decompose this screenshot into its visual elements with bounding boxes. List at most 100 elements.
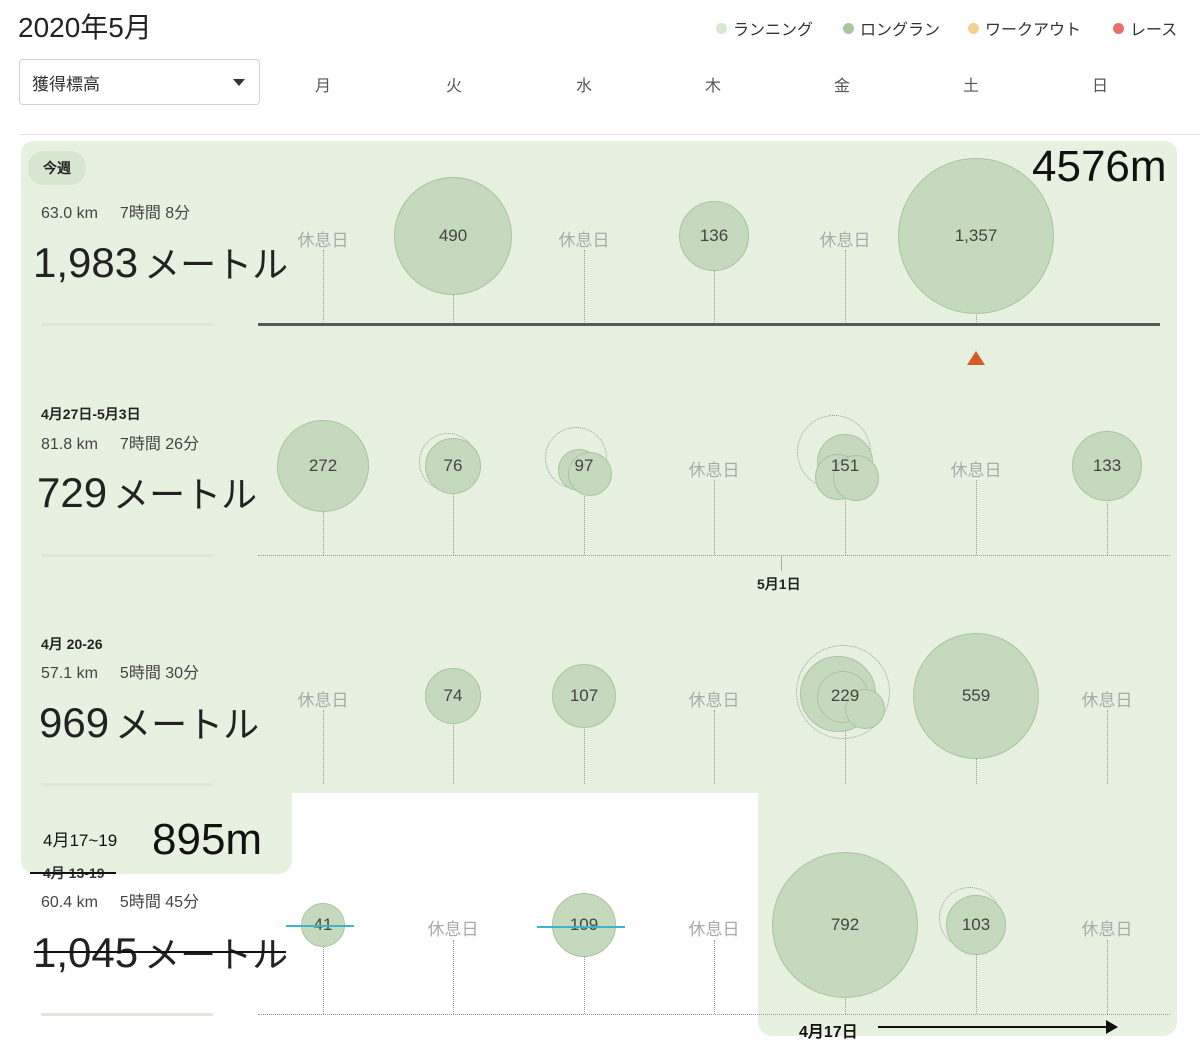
week-total-unit: メートル [144,934,289,975]
week-separator [41,554,213,557]
week-stats: 63.0 km 7時間 8分 [41,199,190,223]
legend-longrun: ロングラン [843,16,940,40]
day-guide [323,480,324,555]
day-guide [584,250,585,324]
activity-bubble[interactable] [1072,431,1142,501]
metric-select[interactable]: 獲得標高 [19,59,260,105]
legend-running: ランニング [716,16,813,40]
activity-value: 133 [1092,456,1122,475]
arrow-line [878,1026,1110,1028]
week-time: 7時間 26分 [119,436,200,453]
legend-dot-longrun [843,22,854,34]
this-week-chip: 今週 [28,151,86,185]
day-header-wed: 水 [575,78,592,95]
day-guide [1107,480,1108,555]
day-guide [845,710,846,784]
activity-value: 490 [438,226,468,245]
day-header-fri: 金 [833,78,850,95]
legend-race: レース [1113,16,1177,40]
week-total: 969 メートル [39,696,259,748]
week-total-value: 729 [37,469,108,516]
activity-bubble[interactable] [425,438,481,494]
rest-day-label: 休息日 [950,461,1002,480]
activity-value: 559 [961,686,991,705]
legend-label: ロングラン [860,22,941,39]
activity-bubble[interactable] [277,420,369,512]
legend-dot-running [716,22,727,34]
activity-bubble[interactable] [552,664,616,728]
day-guide [584,940,585,1014]
legend-label: ワークアウト [985,22,1082,39]
week-label: 4月27日-5月3日 [41,406,141,422]
day-guide [845,480,846,555]
activity-bubble[interactable] [845,689,885,729]
week-stats: 57.1 km 5時間 30分 [41,659,199,683]
week-distance: 63.0 km [41,205,98,222]
activity-bubble[interactable] [772,852,918,998]
legend-dot-workout [968,22,979,34]
week-time: 7時間 8分 [119,205,191,222]
activity-bubble[interactable] [913,633,1039,759]
day-guide [584,710,585,784]
today-baseline [258,323,1160,326]
highlight-region-partial [21,780,292,874]
week-total-unit: メートル [113,474,258,515]
activity-bubble[interactable] [568,452,612,496]
activity-value: 1,357 [954,226,998,245]
rest-day-label: 休息日 [1081,691,1133,710]
legend-dot-race [1113,22,1124,34]
day-header-thu: 木 [704,78,721,95]
activity-bubble[interactable] [679,201,749,271]
rest-day-label: 休息日 [819,231,871,250]
day-guide [976,940,977,1014]
activity-value: 136 [699,226,729,245]
day-guide [584,480,585,555]
day-guide [845,250,846,324]
annotation-partial-label: 4月17~19 [43,831,118,850]
rest-day-label: 休息日 [688,461,740,480]
day-guide [976,480,977,555]
rest-day-label: 休息日 [297,231,349,250]
day-guide [714,480,715,555]
week-separator [41,1013,213,1016]
day-guide [453,940,454,1014]
day-guide [323,710,324,784]
header-divider [19,134,1200,135]
activity-bubble[interactable] [394,177,512,295]
week-time: 5時間 45分 [119,894,200,911]
activity-value: 107 [569,686,599,705]
day-guide [323,250,324,324]
week-distance: 81.8 km [41,436,98,453]
rest-day-label: 休息日 [688,691,740,710]
rest-day-label: 休息日 [688,920,740,939]
strikethrough-mark [34,951,286,953]
week-separator [41,783,213,786]
page-title: 2020年5月 [18,12,152,43]
week-separator [41,323,213,326]
today-marker-icon [967,351,985,365]
day-header-tue: 火 [445,78,462,95]
month-marker-tick [781,556,782,571]
legend-workout: ワークアウト [968,16,1081,40]
annotation-top-total: 4576m [1032,142,1167,191]
activity-bubble[interactable] [833,455,879,501]
activity-bubble[interactable] [898,158,1054,314]
metric-select-value: 獲得標高 [32,74,100,94]
activity-value: 97 [574,456,594,475]
arrow-right-icon [1106,1020,1118,1034]
activity-value: 792 [830,915,860,934]
day-guide [714,250,715,324]
day-guide [1107,940,1108,1014]
activity-bubble[interactable] [946,895,1006,955]
rest-day-label: 休息日 [297,691,349,710]
legend-label: ランニング [733,22,814,39]
rest-day-label: 休息日 [427,920,479,939]
annotation-arrow-label: 4月17日 [799,1024,858,1041]
day-header-sat: 土 [962,78,979,95]
legend-label: レース [1130,22,1178,39]
activity-value: 229 [830,686,860,705]
activity-value: 76 [443,456,463,475]
week-stats: 60.4 km 5時間 45分 [41,888,199,912]
activity-bubble[interactable] [425,668,481,724]
activity-bubble[interactable] [552,893,616,957]
